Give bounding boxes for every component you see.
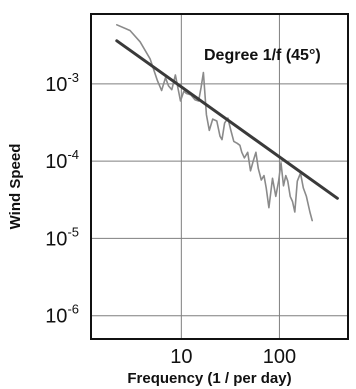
grid	[91, 14, 348, 339]
x-axis-label: Frequency (1 / per day)	[127, 370, 291, 387]
y-axis-label: Wind Speed	[7, 144, 24, 230]
y-tick-label: 10-6	[45, 302, 79, 328]
x-tick-label: 100	[263, 346, 296, 368]
y-tick-base: 10	[45, 306, 67, 328]
y-tick-label: 10-5	[45, 224, 79, 250]
x-tick-label: 10	[170, 346, 192, 368]
observed-series-line	[116, 24, 313, 222]
y-tick-exponent: -3	[67, 70, 79, 85]
y-tick-base: 10	[45, 228, 67, 250]
chart-annotation: Degree 1/f (45°)	[204, 47, 321, 64]
y-tick-label: 10-4	[45, 147, 79, 173]
fit-line	[115, 39, 339, 200]
tick-labels: 10-310-410-510-610 100	[45, 70, 296, 368]
y-tick-exponent: -6	[67, 302, 79, 317]
y-tick-base: 10	[45, 74, 67, 96]
plot-area	[90, 13, 349, 340]
y-tick-exponent: -4	[67, 147, 79, 162]
y-tick-label: 10-3	[45, 70, 79, 96]
y-tick-base: 10	[45, 151, 67, 173]
series-group	[115, 24, 339, 222]
y-tick-exponent: -5	[67, 224, 79, 239]
